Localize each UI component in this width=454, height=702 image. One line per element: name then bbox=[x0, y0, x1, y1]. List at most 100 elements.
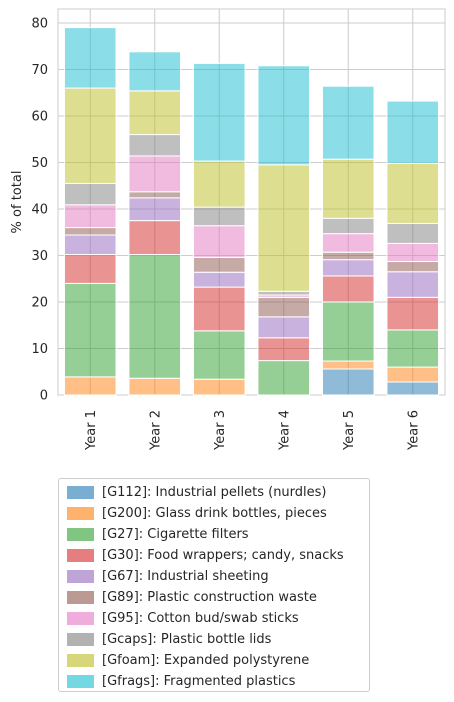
bar-segment bbox=[128, 134, 182, 157]
bar-segment bbox=[192, 330, 246, 380]
bar-segment bbox=[386, 222, 440, 244]
bar-segment bbox=[63, 227, 117, 236]
bar-segment bbox=[321, 360, 375, 370]
x-tick-label: Year 3 bbox=[213, 410, 228, 451]
y-tick-label: 0 bbox=[40, 389, 48, 404]
bar-segment bbox=[321, 368, 375, 396]
bar-segment bbox=[257, 164, 311, 292]
legend-label: [G89]: Plastic construction waste bbox=[102, 589, 317, 605]
x-tick-label: Year 6 bbox=[406, 410, 421, 451]
bar-segment bbox=[192, 378, 246, 396]
legend-swatch bbox=[67, 548, 94, 562]
bar-segment bbox=[386, 366, 440, 383]
plot-area bbox=[57, 8, 446, 396]
bar-segment bbox=[257, 360, 311, 396]
bar-segment bbox=[321, 85, 375, 160]
y-tick-label: 30 bbox=[31, 249, 48, 264]
legend-item: [G30]: Food wrappers; candy, snacks bbox=[67, 546, 344, 564]
y-axis-ticks: 0 10 20 30 40 50 60 70 80 bbox=[31, 16, 48, 403]
y-tick-label: 10 bbox=[31, 342, 48, 357]
x-tick-label: Year 1 bbox=[84, 410, 99, 451]
y-tick-label: 20 bbox=[31, 295, 48, 310]
y-tick-label: 80 bbox=[31, 16, 48, 31]
legend-label: [Gfoam]: Expanded polystyrene bbox=[102, 652, 310, 668]
bar-segment bbox=[63, 376, 117, 396]
x-tick-label: Year 4 bbox=[277, 410, 292, 451]
legend-swatch bbox=[67, 527, 94, 541]
legend-swatch bbox=[67, 674, 94, 688]
legend-label: [G27]: Cigarette filters bbox=[102, 526, 249, 542]
bar-segment bbox=[386, 271, 440, 298]
bar-segment bbox=[128, 155, 182, 193]
legend-swatch bbox=[67, 653, 94, 667]
legend-item: [Gfoam]: Expanded polystyrene bbox=[67, 651, 309, 669]
legend-item: [G27]: Cigarette filters bbox=[67, 525, 249, 543]
legend-swatch bbox=[67, 611, 94, 625]
bar-segment bbox=[321, 251, 375, 261]
y-tick-label: 40 bbox=[31, 202, 48, 217]
bar-segment bbox=[63, 87, 117, 184]
bar-segment bbox=[128, 377, 182, 396]
bar-segment bbox=[321, 259, 375, 277]
legend-swatch bbox=[67, 506, 94, 520]
bar-segment bbox=[257, 290, 311, 296]
bar-segment bbox=[128, 220, 182, 256]
bar-segment bbox=[257, 337, 311, 362]
bar-segment bbox=[128, 197, 182, 222]
legend-item: [G95]: Cotton bud/swab sticks bbox=[67, 609, 299, 627]
bar-segment bbox=[63, 282, 117, 378]
bar-segment bbox=[386, 100, 440, 164]
bar-segment bbox=[192, 256, 246, 273]
legend-swatch bbox=[67, 569, 94, 583]
legend-item: [G200]: Glass drink bottles, pieces bbox=[67, 504, 327, 522]
bar-segment bbox=[321, 158, 375, 219]
legend-label: [Gcaps]: Plastic bottle lids bbox=[102, 631, 272, 647]
legend-item: [Gfrags]: Fragmented plastics bbox=[67, 672, 295, 690]
bar-segment bbox=[128, 90, 182, 136]
bar-segment bbox=[321, 301, 375, 362]
legend-label: [G95]: Cotton bud/swab sticks bbox=[102, 610, 299, 626]
bars bbox=[63, 27, 440, 396]
bar-segment bbox=[386, 329, 440, 368]
bar-segment bbox=[192, 271, 246, 288]
bar-segment bbox=[128, 254, 182, 379]
bar-segment bbox=[386, 381, 440, 396]
bar-segment bbox=[386, 296, 440, 331]
bar-segment bbox=[257, 65, 311, 166]
bar-segment bbox=[128, 191, 182, 199]
legend-swatch bbox=[67, 590, 94, 604]
legend-swatch bbox=[67, 485, 94, 499]
bar-segment bbox=[192, 160, 246, 208]
legend-label: [G200]: Glass drink bottles, pieces bbox=[102, 505, 327, 521]
legend-label: [G112]: Industrial pellets (nurdles) bbox=[102, 484, 327, 500]
bar-segment bbox=[321, 275, 375, 303]
bar-segment bbox=[386, 162, 440, 224]
legend-label: [G67]: Industrial sheeting bbox=[102, 568, 269, 584]
legend-item: [G89]: Plastic construction waste bbox=[67, 588, 317, 606]
bar-segment bbox=[128, 51, 182, 92]
bar-segment bbox=[192, 206, 246, 227]
legend-item: [G112]: Industrial pellets (nurdles) bbox=[67, 483, 327, 501]
y-tick-label: 70 bbox=[31, 63, 48, 78]
bar-segment bbox=[257, 296, 311, 318]
bar-segment bbox=[386, 261, 440, 273]
legend-swatch bbox=[67, 632, 94, 646]
y-axis-label: % of total bbox=[10, 171, 25, 234]
bar-segment bbox=[257, 316, 311, 339]
bar-segment bbox=[321, 233, 375, 253]
y-tick-label: 50 bbox=[31, 156, 48, 171]
bar-segment bbox=[63, 182, 117, 206]
legend-item: [Gcaps]: Plastic bottle lids bbox=[67, 630, 271, 648]
legend-item: [G67]: Industrial sheeting bbox=[67, 567, 269, 585]
bar-segment bbox=[192, 62, 246, 162]
legend-label: [G30]: Food wrappers; candy, snacks bbox=[102, 547, 344, 563]
bar-segment bbox=[192, 286, 246, 332]
x-axis-ticks: Year 1 Year 2 Year 3 Year 4 Year 5 Year 6 bbox=[84, 410, 422, 451]
x-tick-label: Year 2 bbox=[148, 410, 163, 451]
bar-segment bbox=[63, 27, 117, 89]
legend: [G112]: Industrial pellets (nurdles) [G20… bbox=[58, 478, 370, 692]
bar-segment bbox=[63, 204, 117, 229]
bar-segment bbox=[63, 234, 117, 256]
bar-segment bbox=[63, 254, 117, 284]
